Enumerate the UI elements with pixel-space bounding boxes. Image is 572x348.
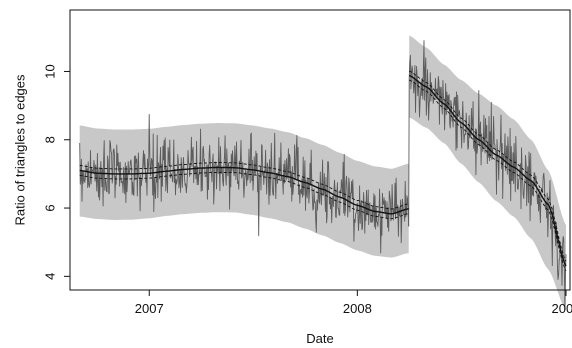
y-tick-label-10: 10: [42, 64, 57, 78]
x-tick-label-2007: 2007: [135, 301, 164, 316]
fit-line-2: [408, 74, 567, 267]
x-axis-title: Date: [306, 331, 333, 346]
x-axis: 2007 2008 2009: [135, 290, 572, 316]
confidence-band-2: [409, 35, 566, 311]
y-tick-label-8: 8: [42, 136, 57, 143]
fit-interval-line-1-lower: [79, 171, 409, 220]
fit-interval-line-1-upper: [79, 162, 409, 210]
fit-lines: [79, 70, 567, 272]
x-tick-label-2008: 2008: [343, 301, 372, 316]
x-tick-label-2009: 2009: [552, 301, 572, 316]
y-tick-label-4: 4: [43, 273, 58, 280]
plot-frame: [69, 9, 571, 291]
y-axis: 4 6 8 10: [42, 64, 70, 280]
fit-interval-line-2-upper: [409, 70, 567, 262]
observed-line-1: [79, 114, 410, 254]
y-axis-title: Ratio of triangles to edges: [13, 74, 28, 226]
fit-line-1: [79, 166, 409, 215]
y-tick-label-6: 6: [43, 204, 58, 211]
